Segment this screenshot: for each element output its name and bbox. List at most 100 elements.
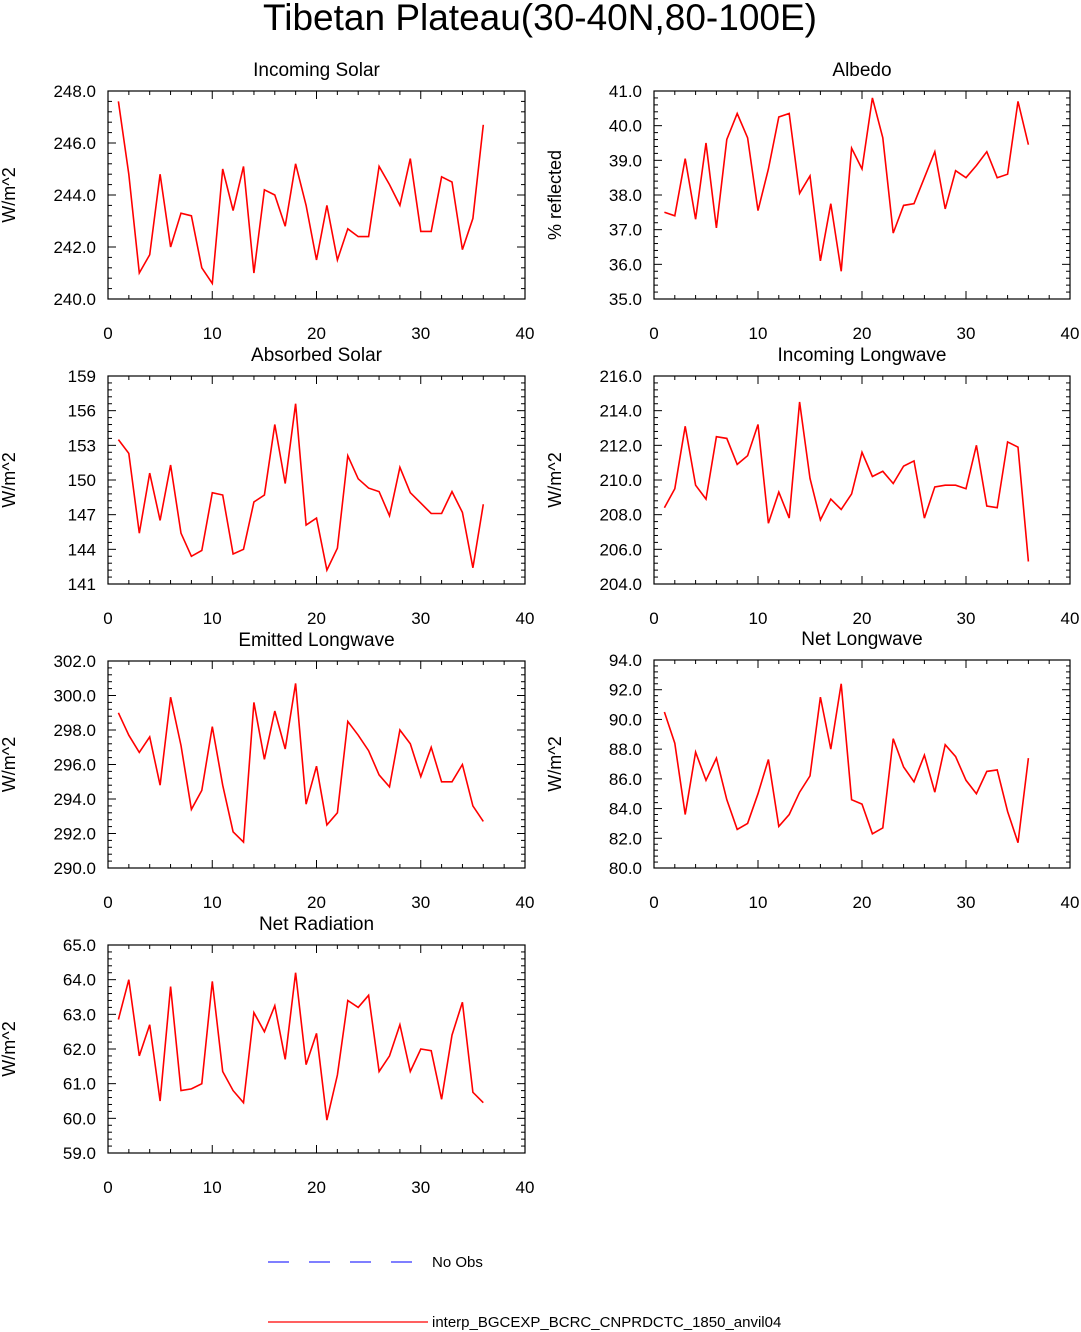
emitted-longwave-x-tick-label: 20 (307, 893, 326, 912)
net-radiation-y-tick-label: 63.0 (63, 1005, 96, 1024)
albedo-x-tick-label: 10 (749, 324, 768, 343)
incoming-longwave-plot-frame (653, 375, 1071, 585)
emitted-longwave-chart: Emitted Longwave W/m^2 0 10 20 30 40 290.0 292.0… (0, 630, 534, 912)
net-radiation-x-tick-label: 20 (307, 1178, 326, 1197)
albedo-y-tick-label: 40.0 (609, 117, 642, 136)
albedo-x-tick-label: 30 (957, 324, 976, 343)
albedo-y-tick-label: 38.0 (609, 186, 642, 205)
legend-no-obs-label: No Obs (432, 1254, 483, 1271)
albedo-x-tick-label: 40 (1061, 324, 1080, 343)
albedo-chart: Albedo % reflected 0 10 20 30 40 35.0 36.0 37.0 38… (545, 60, 1079, 343)
albedo-ylabel: % reflected (545, 150, 565, 240)
incoming-longwave-chart: Incoming Longwave W/m^2 0 10 20 30 40 204.0 206.… (545, 345, 1079, 628)
absorbed-solar-y-tick-label: 153 (68, 436, 96, 455)
incoming-longwave-x-tick-label: 40 (1061, 609, 1080, 628)
albedo-y-tick-label: 41.0 (609, 82, 642, 101)
net-radiation-ylabel: W/m^2 (0, 1021, 19, 1076)
net-radiation-y-tick-label: 64.0 (63, 971, 96, 990)
net-radiation-chart: Net Radiation W/m^2 0 10 20 30 40 59.0 60.0 61.0 6… (0, 914, 534, 1197)
emitted-longwave-x-tick-label: 30 (411, 893, 430, 912)
net-radiation-y-tick-label: 65.0 (63, 936, 96, 955)
albedo-y-tick-label: 39.0 (609, 151, 642, 170)
incoming-solar-y-tick-label: 242.0 (53, 238, 96, 257)
incoming-solar-y-tick-label: 244.0 (53, 186, 96, 205)
legend: No Obs interp_BGCEXP_BCRC_CNPRDCTC_1850_… (268, 1254, 781, 1331)
figure-title: Tibetan Plateau(30-40N,80-100E) (263, 0, 817, 38)
net-radiation-y-tick-label: 62.0 (63, 1040, 96, 1059)
net-longwave-plot-frame (653, 659, 1071, 869)
net-radiation-x-tick-label: 10 (203, 1178, 222, 1197)
incoming-longwave-x-tick-label: 20 (853, 609, 872, 628)
incoming-solar-x-tick-label: 10 (203, 324, 222, 343)
net-longwave-y-tick-label: 92.0 (609, 681, 642, 700)
net-longwave-y-tick-label: 88.0 (609, 740, 642, 759)
emitted-longwave-x-tick-label: 10 (203, 893, 222, 912)
incoming-solar-y-tick-label: 246.0 (53, 134, 96, 153)
net-longwave-y-tick-label: 82.0 (609, 829, 642, 848)
albedo-x-tick-label: 20 (853, 324, 872, 343)
legend-model-label: interp_BGCEXP_BCRC_CNPRDCTC_1850_anvil04 (432, 1314, 781, 1331)
net-longwave-chart: Net Longwave W/m^2 0 10 20 30 40 80.0 82.0 84.0 86… (545, 629, 1079, 912)
incoming-longwave-y-tick-label: 214.0 (599, 402, 642, 421)
albedo-plot-frame (653, 90, 1071, 300)
absorbed-solar-x-tick-label: 30 (411, 609, 430, 628)
incoming-solar-y-tick-label: 248.0 (53, 82, 96, 101)
absorbed-solar-x-tick-label: 40 (516, 609, 535, 628)
emitted-longwave-y-tick-label: 296.0 (53, 756, 96, 775)
incoming-longwave-y-tick-label: 208.0 (599, 506, 642, 525)
incoming-solar-title: Incoming Solar (253, 60, 380, 81)
incoming-longwave-y-tick-label: 212.0 (599, 436, 642, 455)
net-radiation-y-tick-label: 61.0 (63, 1075, 96, 1094)
incoming-longwave-y-tick-label: 206.0 (599, 540, 642, 559)
incoming-solar-chart: Incoming Solar W/m^2 0 10 20 30 40 240.0 242.0 24… (0, 60, 534, 343)
net-longwave-y-tick-label: 90.0 (609, 710, 642, 729)
net-radiation-plot-frame (107, 944, 526, 1154)
net-longwave-ylabel: W/m^2 (545, 736, 565, 791)
chart-panels: Incoming Solar W/m^2 0 10 20 30 40 240.0 242.0 24… (0, 60, 1079, 1197)
net-longwave-y-tick-label: 84.0 (609, 800, 642, 819)
net-radiation-y-tick-label: 59.0 (63, 1144, 96, 1163)
net-longwave-x-tick-label: 10 (749, 893, 768, 912)
absorbed-solar-y-tick-label: 150 (68, 471, 96, 490)
emitted-longwave-y-tick-label: 290.0 (53, 859, 96, 878)
emitted-longwave-series-line (117, 683, 484, 844)
emitted-longwave-title: Emitted Longwave (238, 630, 394, 651)
incoming-solar-x-tick-label: 20 (307, 324, 326, 343)
incoming-solar-y-tick-label: 240.0 (53, 290, 96, 309)
incoming-longwave-series-line (663, 401, 1030, 562)
absorbed-solar-x-tick-label: 0 (103, 609, 112, 628)
net-longwave-series-line (663, 683, 1030, 843)
emitted-longwave-plot-frame (107, 660, 526, 869)
absorbed-solar-series-line (117, 403, 485, 573)
albedo-series-line (664, 97, 1030, 272)
net-radiation-x-tick-label: 40 (516, 1178, 535, 1197)
incoming-solar-x-tick-label: 40 (516, 324, 535, 343)
net-radiation-title: Net Radiation (259, 914, 374, 935)
incoming-solar-x-tick-label: 0 (103, 324, 112, 343)
emitted-longwave-y-tick-label: 292.0 (53, 825, 96, 844)
incoming-longwave-y-tick-label: 204.0 (599, 575, 642, 594)
absorbed-solar-chart: Absorbed Solar W/m^2 0 10 20 30 40 141 144 147 150… (0, 345, 534, 628)
albedo-y-tick-label: 37.0 (609, 221, 642, 240)
absorbed-solar-title: Absorbed Solar (251, 345, 383, 366)
net-radiation-x-tick-label: 30 (411, 1178, 430, 1197)
albedo-y-tick-label: 35.0 (609, 290, 642, 309)
absorbed-solar-plot-frame (107, 375, 526, 585)
absorbed-solar-y-tick-label: 144 (68, 540, 96, 559)
absorbed-solar-ylabel: W/m^2 (0, 452, 19, 507)
absorbed-solar-x-tick-label: 10 (203, 609, 222, 628)
net-longwave-x-tick-label: 20 (853, 893, 872, 912)
net-longwave-y-tick-label: 86.0 (609, 770, 642, 789)
emitted-longwave-y-tick-label: 300.0 (53, 687, 96, 706)
net-longwave-y-tick-label: 80.0 (609, 859, 642, 878)
net-radiation-series-line (117, 972, 484, 1121)
absorbed-solar-y-tick-label: 156 (68, 402, 96, 421)
albedo-y-tick-label: 36.0 (609, 255, 642, 274)
net-longwave-x-tick-label: 0 (649, 893, 658, 912)
emitted-longwave-x-tick-label: 0 (103, 893, 112, 912)
absorbed-solar-y-tick-label: 141 (68, 575, 96, 594)
incoming-longwave-x-tick-label: 30 (957, 609, 976, 628)
net-longwave-y-tick-label: 94.0 (609, 651, 642, 670)
incoming-solar-series-line (117, 101, 485, 286)
